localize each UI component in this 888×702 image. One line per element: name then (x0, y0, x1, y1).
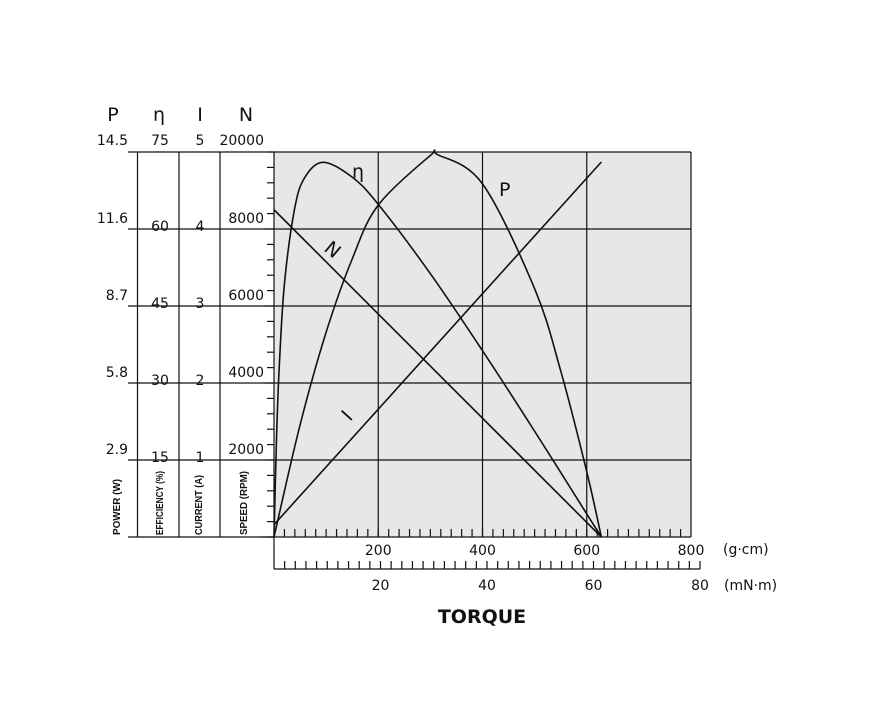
axis-tick-label: 2 (196, 373, 205, 389)
axis-symbol-2: I (197, 104, 203, 126)
torque-gcm-label: 800 (678, 543, 705, 559)
axis-tick-label: 20000 (219, 133, 264, 149)
axis-title-1: EFFICIENCY (%) (155, 471, 166, 535)
axis-tick-label: 15 (151, 450, 169, 466)
axis-tick-label: 11.6 (97, 211, 128, 227)
axis-tick-label: 5.8 (106, 365, 128, 381)
axis-symbol-1: η (153, 104, 165, 126)
torque-gcm-label: 400 (469, 543, 496, 559)
axis-tick-label: 5 (196, 133, 205, 149)
x-axis-title: TORQUE (438, 606, 526, 628)
axis-tick-label: 75 (151, 133, 169, 149)
curve-label-eta: η (352, 161, 364, 183)
axis-tick-label: 60 (151, 219, 169, 235)
power-curve (273, 149, 603, 538)
axis-tick-label: 4000 (228, 365, 264, 381)
torque-gcm-label: 600 (573, 543, 600, 559)
axis-tick-label: 3 (196, 296, 205, 312)
torque-mnm-label: 80 (691, 578, 709, 594)
x-unit-mnm: (mN·m) (724, 578, 777, 594)
efficiency-curve (273, 161, 603, 538)
axis-title-2: CURRENT (A) (194, 475, 205, 535)
torque-gcm-label: 200 (365, 543, 392, 559)
axis-tick-label: 2.9 (106, 442, 128, 458)
axis-title-3: SPEED (RPM) (239, 471, 250, 535)
axis-tick-label: 8000 (228, 211, 264, 227)
axis-title-0: POWER (W) (112, 479, 123, 535)
axis-tick-label: 30 (151, 373, 169, 389)
axis-tick-label: 2000 (228, 442, 264, 458)
axis-tick-label: 14.5 (97, 133, 128, 149)
current-curve (273, 161, 602, 526)
curve-label-p: P (499, 179, 510, 201)
axis-tick-label: 6000 (228, 288, 264, 304)
torque-mnm-label: 60 (585, 578, 603, 594)
x-unit-gcm: (g·cm) (723, 542, 769, 558)
axis-symbol-0: P (107, 104, 118, 126)
axis-tick-label: 4 (196, 219, 205, 235)
axis-tick-label: 1 (196, 450, 205, 466)
axis-tick-label: 8.7 (106, 288, 128, 304)
speed-curve (273, 209, 602, 538)
torque-mnm-label: 20 (372, 578, 390, 594)
torque-mnm-label: 40 (478, 578, 496, 594)
axis-tick-label: 45 (151, 296, 169, 312)
axis-symbol-3: N (239, 104, 253, 126)
